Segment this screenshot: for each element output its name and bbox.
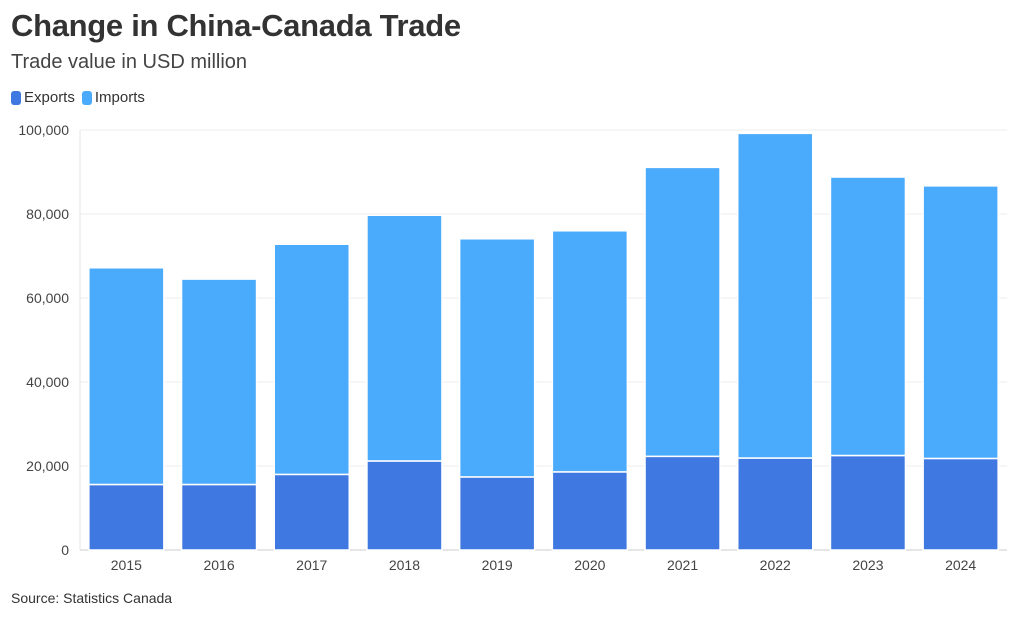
x-tick-label: 2018: [389, 557, 420, 573]
bar-exports-2019: [458, 476, 536, 551]
bar-exports-2020: [551, 471, 629, 551]
x-tick-label: 2022: [760, 557, 791, 573]
bar-imports-2018: [366, 214, 443, 462]
x-tick-label: 2015: [111, 557, 142, 573]
legend-label-imports: Imports: [94, 89, 145, 106]
bar-exports-2018: [366, 460, 443, 551]
y-tick-label: 20,000: [26, 458, 69, 474]
y-tick-label: 80,000: [26, 206, 69, 222]
bar-exports-2017: [273, 473, 350, 551]
legend-label-exports: Exports: [24, 89, 75, 106]
bar-imports-2019: [458, 238, 536, 478]
bar-exports-2015: [88, 483, 165, 551]
legend-item-exports: Exports: [11, 89, 75, 106]
bar-exports-2023: [829, 454, 907, 551]
bar-imports-2022: [737, 132, 814, 459]
bar-exports-2022: [737, 457, 814, 551]
bar-imports-2015: [88, 267, 165, 486]
chart-title: Change in China-Canada Trade: [11, 8, 461, 43]
legend-swatch-exports: [11, 90, 21, 105]
bar-imports-2017: [273, 243, 350, 476]
bar-imports-2024: [922, 185, 999, 460]
bar-exports-2021: [644, 455, 721, 551]
bar-imports-2020: [551, 230, 629, 473]
y-tick-label: 0: [61, 542, 69, 558]
y-tick-label: 60,000: [26, 290, 69, 306]
x-tick-label: 2016: [203, 557, 234, 573]
bar-exports-2024: [922, 457, 999, 551]
x-tick-label: 2017: [296, 557, 327, 573]
x-tick-label: 2019: [482, 557, 513, 573]
source-note: Source: Statistics Canada: [11, 590, 173, 606]
legend-item-imports: Imports: [81, 89, 145, 106]
y-tick-label: 100,000: [18, 122, 69, 138]
legend-swatch-imports: [81, 90, 92, 105]
bar-exports-2016: [180, 483, 258, 551]
bar-imports-2016: [180, 278, 258, 486]
x-tick-label: 2021: [667, 557, 698, 573]
bar-imports-2021: [644, 166, 721, 458]
legend: Exports Imports: [11, 89, 145, 106]
x-tick-label: 2024: [945, 557, 976, 573]
y-tick-label: 40,000: [26, 374, 69, 390]
x-tick-label: 2023: [852, 557, 883, 573]
chart-subtitle: Trade value in USD million: [11, 51, 248, 73]
bar-imports-2023: [829, 176, 907, 457]
x-tick-label: 2020: [574, 557, 605, 573]
